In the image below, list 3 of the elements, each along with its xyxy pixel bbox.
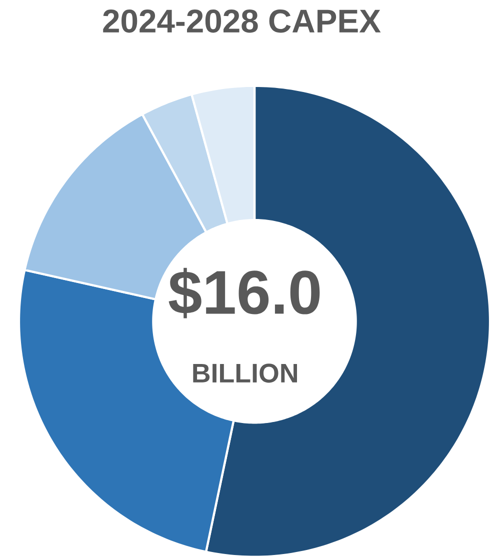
- chart-title: 2024-2028 CAPEX: [103, 9, 381, 33]
- text: $16.0: [168, 268, 320, 318]
- text: BILLION: [193, 364, 297, 383]
